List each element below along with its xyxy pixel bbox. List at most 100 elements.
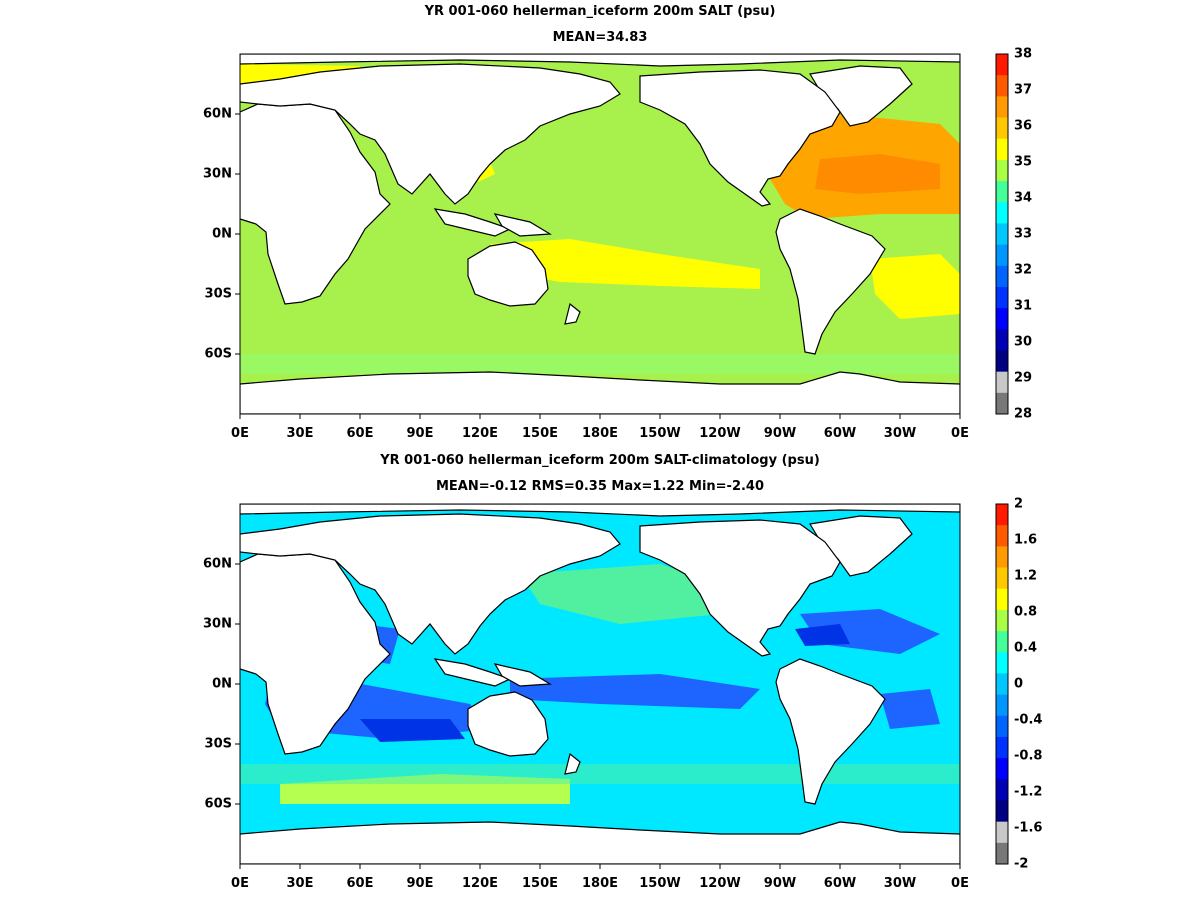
x-tick-label: 0E [231, 426, 249, 441]
colorbar-swatch [996, 181, 1008, 203]
colorbar-swatch [996, 567, 1008, 590]
colorbar-label: 1.2 [1014, 568, 1038, 584]
y-tick-label: 30N [203, 166, 232, 182]
colorbar-swatch [996, 588, 1008, 611]
colorbar-label: 32 [1014, 262, 1033, 278]
panel2-colorbar [995, 503, 1009, 865]
atlantic-salinity-core [815, 154, 940, 194]
panel1-subtitle: MEAN=34.83 [552, 30, 648, 45]
colorbar-swatch [996, 504, 1008, 526]
x-tick-label: 30W [883, 426, 917, 441]
x-tick-label: 30W [883, 876, 917, 891]
colorbar-swatch [996, 715, 1008, 738]
colorbar-label: 37 [1014, 82, 1033, 98]
colorbar-label: 2 [1014, 496, 1024, 512]
colorbar-label: 30 [1014, 334, 1033, 350]
southern-ocean-band [240, 354, 960, 374]
colorbar-label: -0.8 [1014, 748, 1043, 764]
colorbar-label: -0.4 [1014, 712, 1043, 728]
colorbar-label: 0 [1014, 676, 1024, 692]
x-tick-label: 150W [639, 426, 681, 441]
colorbar-swatch [996, 609, 1008, 632]
y-tick-label: 60N [203, 106, 232, 122]
colorbar-label: 1.6 [1014, 532, 1038, 548]
colorbar-frame [995, 53, 1009, 415]
colorbar-label: 31 [1014, 298, 1033, 314]
x-tick-label: 60W [823, 426, 857, 441]
circumpolar-positive [240, 764, 960, 784]
colorbar-label: 0.8 [1014, 604, 1038, 620]
south-atlantic-subtropics [870, 254, 960, 319]
x-tick-label: 90E [406, 426, 434, 441]
colorbar-swatch [996, 223, 1008, 246]
colorbar-label: 28 [1014, 406, 1033, 422]
x-tick-label: 0E [951, 426, 969, 441]
x-tick-label: 120W [699, 876, 741, 891]
colorbar-swatch [996, 117, 1008, 140]
panel1-title: YR 001-060 hellerman_iceform 200m SALT (… [424, 4, 776, 19]
colorbar-swatch [996, 736, 1008, 759]
colorbar-swatch [996, 202, 1008, 224]
x-tick-label: 120W [699, 426, 741, 441]
colorbar-frame [995, 503, 1009, 865]
salinity-map [240, 54, 960, 414]
caribbean-strong-negative [795, 624, 850, 646]
y-tick-label: 0N [212, 676, 232, 692]
colorbar-swatch [996, 821, 1008, 844]
south-atlantic-negative [880, 689, 940, 729]
x-tick-label: 150E [521, 426, 559, 441]
y-tick-label: 60N [203, 556, 232, 572]
colorbar-swatch [996, 371, 1008, 394]
colorbar-swatch [996, 842, 1008, 865]
colorbar-swatch [996, 800, 1008, 823]
colorbar-label: -2 [1014, 856, 1029, 872]
colorbar-label: -1.6 [1014, 820, 1043, 836]
x-tick-label: 150W [639, 876, 681, 891]
y-tick-label: 0N [212, 226, 232, 242]
y-tick-label: 30S [204, 736, 232, 752]
x-tick-label: 60W [823, 876, 857, 891]
colorbar-swatch [996, 392, 1008, 415]
x-tick-label: 180E [581, 876, 619, 891]
colorbar-swatch [996, 308, 1008, 330]
colorbar-swatch [996, 631, 1008, 653]
colorbar-swatch [996, 159, 1008, 182]
colorbar-swatch [996, 694, 1008, 717]
colorbar-label: 29 [1014, 370, 1033, 386]
y-tick-label: 30S [204, 286, 232, 302]
x-tick-label: 180E [581, 426, 619, 441]
x-tick-label: 30E [286, 426, 314, 441]
colorbar-swatch [996, 673, 1008, 696]
x-tick-label: 60E [346, 426, 374, 441]
colorbar-label: 35 [1014, 154, 1033, 170]
indian-ocean-strong-negative [360, 719, 465, 742]
colorbar-swatch [996, 265, 1008, 288]
colorbar-swatch [996, 525, 1008, 547]
x-tick-label: 30E [286, 876, 314, 891]
x-tick-label: 90W [763, 876, 797, 891]
panel2-title: YR 001-060 hellerman_iceform 200m SALT-c… [380, 453, 820, 468]
colorbar-swatch [996, 329, 1008, 351]
x-tick-label: 150E [521, 876, 559, 891]
colorbar-label: 33 [1014, 226, 1033, 242]
axis-ticks [235, 113, 961, 869]
colorbar-swatch [996, 96, 1008, 119]
colorbar-label: 38 [1014, 46, 1033, 62]
x-tick-label: 90E [406, 876, 434, 891]
south-pacific-subtropics [490, 239, 760, 289]
x-tick-label: 60E [346, 876, 374, 891]
colorbar-swatch [996, 779, 1008, 801]
x-tick-label: 120E [461, 876, 499, 891]
x-tick-label: 120E [461, 426, 499, 441]
colorbar-swatch [996, 758, 1008, 780]
y-tick-label: 60S [204, 346, 232, 362]
colorbar-label: 34 [1014, 190, 1033, 206]
colorbar-swatch [996, 286, 1008, 309]
colorbar-swatch [996, 54, 1008, 76]
north-pacific-positive [520, 564, 720, 624]
colorbar-label: -1.2 [1014, 784, 1043, 800]
x-tick-label: 0E [231, 876, 249, 891]
colorbar-swatch [996, 75, 1008, 97]
colorbar-swatch [996, 138, 1008, 161]
